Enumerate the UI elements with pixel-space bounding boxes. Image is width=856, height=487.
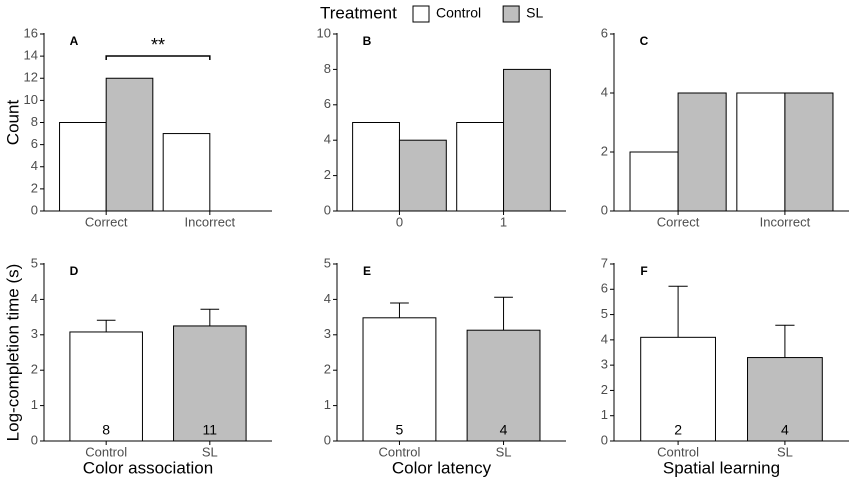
- x-tick-label: SL: [496, 444, 512, 459]
- y-tick-label: 1: [601, 407, 608, 422]
- y-tick-label: 1: [324, 397, 331, 412]
- y-tick-label: 10: [24, 92, 38, 107]
- x-tick-label: Incorrect: [760, 214, 811, 229]
- x-tick-label: 1: [500, 214, 507, 229]
- bar: [677, 92, 727, 212]
- bar: [352, 122, 400, 212]
- bar: [69, 331, 143, 442]
- x-tick-label: 0: [396, 214, 403, 229]
- y-tick-label: 3: [324, 326, 331, 341]
- x-axis-title: Spatial learning: [663, 458, 780, 477]
- sample-size: 2: [674, 422, 682, 438]
- legend-swatch: [502, 5, 520, 23]
- x-tick-label: Correct: [85, 214, 128, 229]
- x-tick-label: SL: [202, 444, 218, 459]
- y-tick-label: 10: [317, 25, 331, 40]
- y-tick-label: 6: [601, 25, 608, 40]
- sample-size: 11: [203, 422, 218, 438]
- bar: [736, 92, 786, 212]
- y-tick-label: 3: [601, 357, 608, 372]
- x-axis-title: Color latency: [392, 458, 492, 477]
- bar: [629, 151, 679, 212]
- y-tick-label: 2: [31, 362, 38, 377]
- sample-size: 4: [500, 422, 508, 438]
- bar: [362, 317, 437, 442]
- y-tick-label: 0: [31, 202, 38, 217]
- y-tick-label: 4: [324, 132, 331, 147]
- bar: [747, 357, 823, 442]
- x-tick-label: SL: [777, 444, 793, 459]
- legend-label: Control: [436, 5, 481, 21]
- y-tick-label: 4: [601, 84, 608, 99]
- y-tick-label: 2: [601, 143, 608, 158]
- panel-label: A: [70, 34, 79, 48]
- x-tick-label: Control: [378, 444, 420, 459]
- x-tick-label: Correct: [657, 214, 700, 229]
- y-tick-label: 4: [31, 291, 38, 306]
- y-tick-label: 8: [324, 61, 331, 76]
- sample-size: 4: [781, 422, 789, 438]
- bar: [503, 68, 551, 212]
- y-tick-label: 6: [31, 136, 38, 151]
- x-tick-label: Control: [657, 444, 699, 459]
- y-tick-label: 0: [31, 432, 38, 447]
- panel-label: C: [640, 34, 649, 48]
- panel-label: B: [363, 34, 372, 48]
- y-tick-label: 4: [324, 291, 331, 306]
- panel-label: F: [640, 264, 647, 278]
- y-tick-label: 2: [324, 167, 331, 182]
- bar: [162, 133, 211, 212]
- y-tick-label: 0: [324, 202, 331, 217]
- y-tick-label: 0: [324, 432, 331, 447]
- panel-label: D: [70, 264, 79, 278]
- y-tick-label: 8: [31, 114, 38, 129]
- y-tick-label: 5: [601, 306, 608, 321]
- y-tick-label: 4: [31, 158, 38, 173]
- y-axis-title: Count: [3, 100, 22, 146]
- y-tick-label: 2: [601, 382, 608, 397]
- x-axis-title: Color association: [83, 458, 213, 477]
- y-tick-label: 3: [31, 326, 38, 341]
- bar: [466, 329, 541, 442]
- y-axis-title: Log-completion time (s): [3, 264, 22, 442]
- y-tick-label: 6: [601, 281, 608, 296]
- bar: [784, 92, 834, 212]
- y-tick-label: 4: [601, 331, 608, 346]
- legend-label: SL: [526, 5, 543, 21]
- y-tick-label: 2: [324, 362, 331, 377]
- bar: [105, 77, 154, 212]
- y-tick-label: 16: [24, 25, 38, 40]
- y-tick-label: 5: [324, 255, 331, 270]
- bar: [398, 139, 447, 212]
- y-tick-label: 7: [601, 255, 608, 270]
- sample-size: 8: [102, 422, 110, 438]
- y-tick-label: 12: [24, 70, 38, 85]
- legend-title: Treatment: [320, 3, 397, 22]
- y-tick-label: 0: [601, 202, 608, 217]
- y-tick-label: 6: [324, 96, 331, 111]
- significance-bracket: [105, 55, 211, 60]
- y-tick-label: 1: [31, 397, 38, 412]
- y-tick-label: 5: [31, 255, 38, 270]
- panel-label: E: [363, 264, 371, 278]
- x-tick-label: Incorrect: [185, 214, 236, 229]
- legend-swatch: [412, 5, 430, 23]
- bar: [640, 336, 716, 442]
- y-tick-label: 14: [24, 48, 38, 63]
- y-tick-label: 0: [601, 432, 608, 447]
- bar: [59, 122, 107, 212]
- sample-size: 5: [396, 422, 404, 438]
- bar: [173, 325, 247, 442]
- x-tick-label: Control: [85, 444, 127, 459]
- bar: [456, 122, 505, 212]
- y-tick-label: 2: [31, 180, 38, 195]
- significance-label: **: [151, 35, 165, 55]
